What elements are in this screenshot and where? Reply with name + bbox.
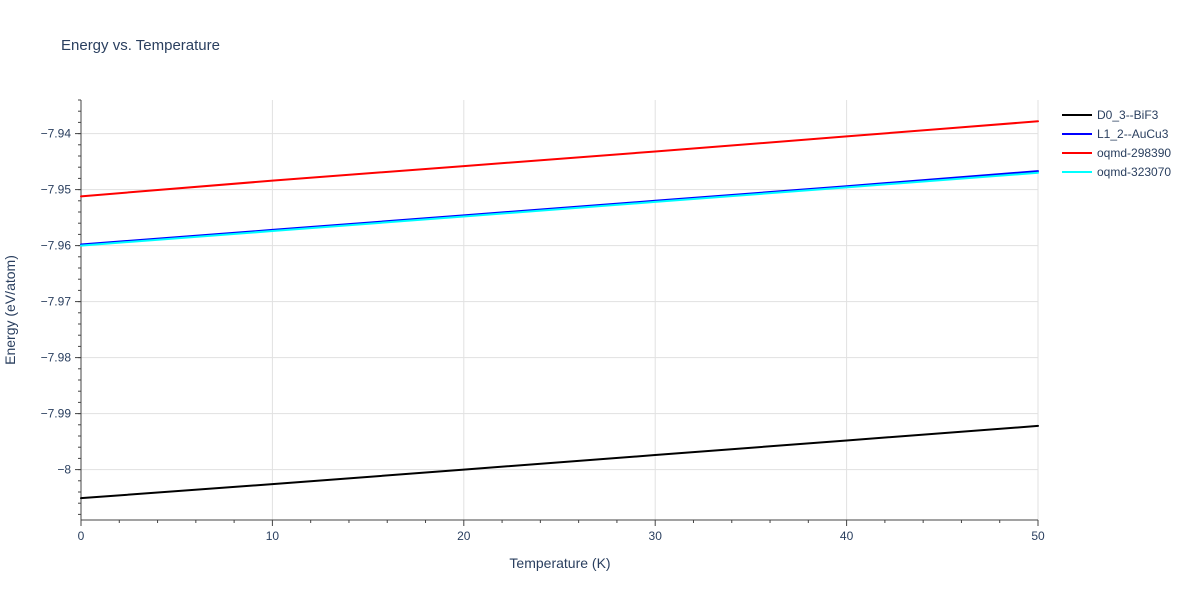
y-tick-label: −8 bbox=[57, 463, 71, 477]
series-line-L1_2--AuCu3 bbox=[80, 170, 1039, 246]
legend-item[interactable]: D0_3--BiF3 bbox=[1062, 108, 1159, 122]
series-layer bbox=[80, 120, 1039, 500]
y-axis-title: Energy (eV/atom) bbox=[2, 255, 18, 365]
x-tick-label: 0 bbox=[78, 529, 85, 543]
y-tick-label: −7.96 bbox=[41, 239, 72, 253]
legend-label: L1_2--AuCu3 bbox=[1097, 127, 1169, 141]
series-line-D0_3--BiF3 bbox=[80, 424, 1039, 500]
x-axis-title: Temperature (K) bbox=[509, 555, 610, 571]
y-tick-label: −7.95 bbox=[41, 183, 72, 197]
x-tick-label: 10 bbox=[266, 529, 280, 543]
y-tick-label: −7.98 bbox=[41, 351, 72, 365]
x-tick-label: 30 bbox=[649, 529, 663, 543]
grid-layer bbox=[80, 100, 1039, 520]
chart-title: Energy vs. Temperature bbox=[61, 37, 220, 54]
legend-label: oqmd-323070 bbox=[1097, 165, 1171, 179]
series-line-oqmd-323070 bbox=[80, 171, 1039, 247]
legend[interactable]: D0_3--BiF3 L1_2--AuCu3 oqmd-298390 oqmd-323… bbox=[1062, 108, 1171, 179]
legend-label: D0_3--BiF3 bbox=[1097, 108, 1159, 122]
legend-item[interactable]: oqmd-323070 bbox=[1062, 165, 1171, 179]
x-tick-label: 20 bbox=[457, 529, 471, 543]
x-tick-label: 40 bbox=[840, 529, 854, 543]
y-tick-label: −7.97 bbox=[41, 295, 72, 309]
x-tick-label: 50 bbox=[1031, 529, 1045, 543]
y-tick-label: −7.94 bbox=[41, 127, 72, 141]
legend-item[interactable]: oqmd-298390 bbox=[1062, 146, 1171, 160]
legend-item[interactable]: L1_2--AuCu3 bbox=[1062, 127, 1169, 141]
series-line-oqmd-298390 bbox=[80, 120, 1039, 198]
axis-layer: 0 10 20 30 40 50 −8 −7.99 −7.98 −7.97 −7.96 −7.95 −7… bbox=[41, 99, 1045, 543]
legend-label: oqmd-298390 bbox=[1097, 146, 1171, 160]
y-tick-label: −7.99 bbox=[41, 407, 72, 421]
